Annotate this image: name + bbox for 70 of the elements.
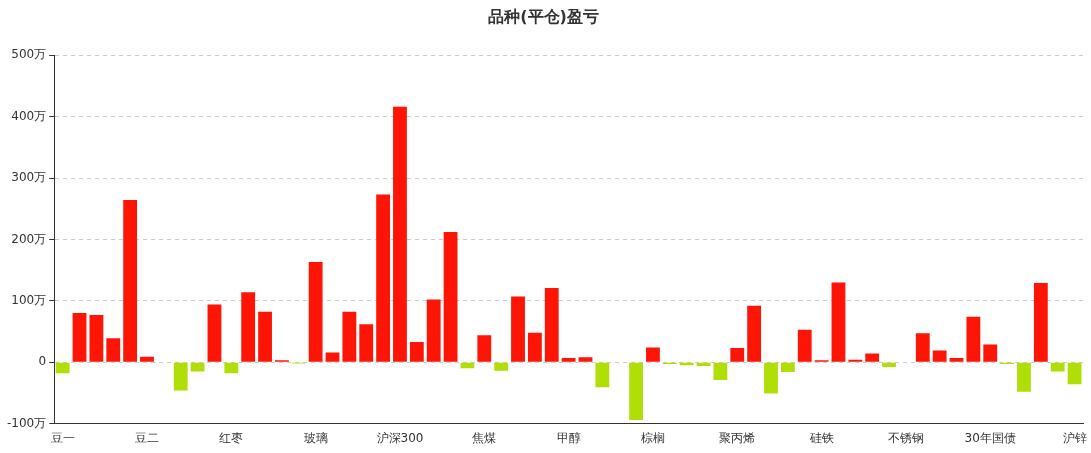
x-tick-label: 硅铁 — [808, 430, 834, 445]
bar — [1017, 362, 1031, 392]
bar — [1067, 362, 1082, 385]
bar — [966, 316, 981, 362]
bar — [173, 362, 188, 391]
y-tick-label: 200万 — [11, 231, 47, 246]
bar — [629, 362, 643, 420]
x-tick-label: 甲醇 — [556, 430, 581, 445]
bar — [865, 353, 880, 362]
bar — [106, 338, 121, 362]
x-tick-label: 沪锌 — [1062, 430, 1087, 445]
bar — [780, 362, 795, 373]
y-tick-label: 300万 — [11, 170, 47, 185]
bar — [1050, 362, 1065, 372]
bar — [578, 357, 593, 362]
bar — [730, 348, 745, 362]
bar — [1033, 282, 1048, 362]
bar — [393, 106, 407, 362]
x-tick-label: 红枣 — [219, 430, 244, 445]
y-tick-label: 0 — [38, 354, 47, 369]
bar — [949, 357, 964, 362]
bar — [258, 311, 272, 362]
x-tick-label: 玻璃 — [303, 430, 328, 445]
bar — [72, 313, 87, 362]
bar — [359, 324, 374, 362]
bar — [477, 335, 492, 362]
bar — [494, 362, 509, 371]
bar — [409, 341, 424, 362]
x-tick-label: 30年国债 — [964, 430, 1016, 445]
bar — [376, 194, 391, 362]
bar — [527, 332, 542, 362]
bar — [55, 362, 70, 374]
y-tick-label: -100万 — [7, 415, 47, 430]
bar — [797, 329, 812, 362]
x-tick-label: 不锈钢 — [887, 430, 924, 445]
bar — [561, 357, 576, 362]
bar — [89, 314, 104, 362]
bar — [511, 296, 525, 362]
bar — [932, 350, 947, 362]
x-tick-label: 焦煤 — [472, 430, 497, 445]
bar — [713, 362, 728, 381]
y-tick-label: 400万 — [11, 108, 47, 123]
bar — [882, 362, 896, 368]
bar — [595, 362, 610, 388]
bar — [207, 304, 222, 362]
x-tick-label: 豆二 — [134, 430, 159, 445]
y-tick-label: 100万 — [11, 292, 47, 307]
bar — [190, 362, 205, 372]
bar — [241, 292, 256, 362]
bar — [915, 333, 930, 362]
bar — [443, 232, 458, 362]
x-tick-label: 豆一 — [50, 430, 75, 445]
bar — [123, 200, 138, 362]
bar — [325, 352, 340, 362]
chart-title: 品种(平仓)盈亏 — [488, 6, 599, 26]
bar — [764, 362, 778, 394]
bar — [224, 362, 239, 374]
bar — [140, 356, 154, 362]
bar — [983, 344, 998, 362]
x-tick-label: 聚丙烯 — [719, 430, 756, 445]
bar — [747, 305, 762, 362]
bar — [831, 282, 846, 362]
bar — [646, 347, 660, 362]
bar — [308, 262, 323, 362]
y-tick-label: 500万 — [11, 47, 47, 62]
x-tick-label: 棕榈 — [640, 430, 665, 445]
x-tick-label: 沪深300 — [376, 430, 424, 445]
bar — [342, 311, 357, 362]
bar — [544, 287, 559, 362]
bar — [426, 299, 441, 362]
